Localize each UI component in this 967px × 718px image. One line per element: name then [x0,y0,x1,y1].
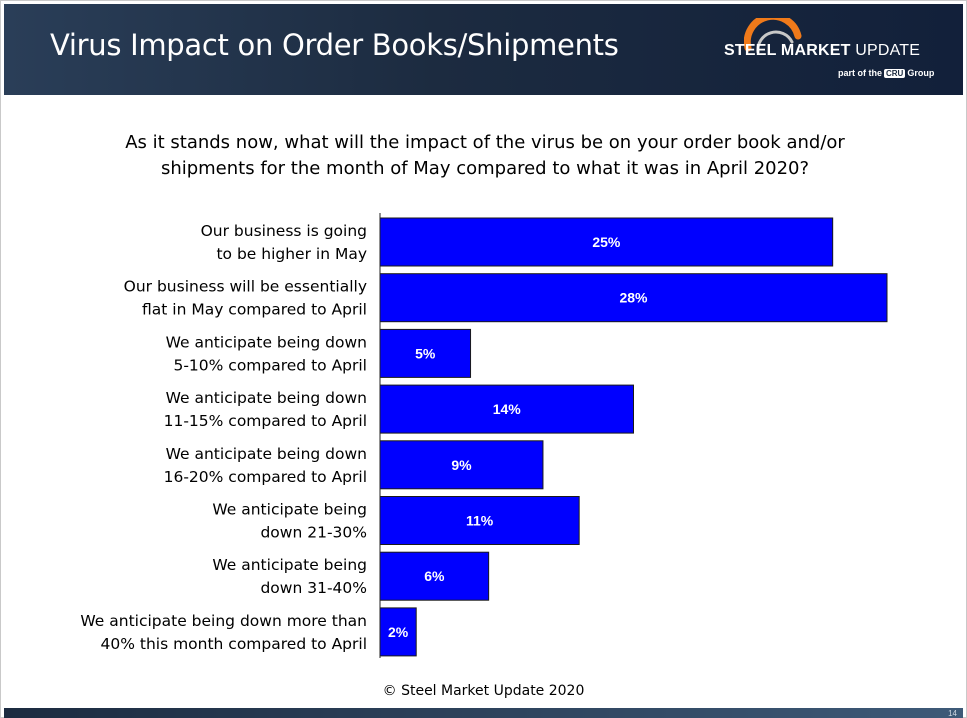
data-label-6: 11% [466,513,494,529]
bar-7 [379,551,490,601]
bar-6 [379,496,580,545]
category-label-1-line-1: Our business is going [201,222,367,240]
category-label-2-line-2: flat in May compared to April [142,301,367,319]
page-number: 14 [948,709,957,718]
category-label-5-line-1: We anticipate being down [166,445,367,463]
bottom-bar [4,708,963,718]
category-label-7-line-2: down 31-40% [260,579,367,597]
steel-market-update-logo: STEEL MARKET UPDATE part of the CRU Group [716,16,948,86]
category-label-5-line-2: 16-20% compared to April [164,468,367,486]
bar-1 [379,217,834,267]
page-title: Virus Impact on Order Books/Shipments [50,28,619,62]
category-label-4-line-1: We anticipate being down [166,389,367,407]
category-label-2-line-1: Our business will be essentially [124,278,367,296]
question-line-2: shipments for the month of May compared … [160,158,810,179]
category-label-4-line-2: 11-15% compared to April [164,412,367,430]
logo-arc-icon [744,18,802,54]
copyright-note: © Steel Market Update 2020 [382,683,585,699]
category-label-1-line-2: to be higher in May [216,245,367,263]
bar-4 [379,384,634,434]
question-line-1: As it stands now, what will the impact o… [125,132,845,153]
data-label-1: 25% [592,234,621,250]
data-label-5: 9% [451,457,472,473]
data-label-3: 5% [415,345,436,361]
category-label-6-line-1: We anticipate being [212,501,367,519]
data-label-8: 2% [388,624,409,640]
category-label-8-line-2: 40% this month compared to April [100,635,367,653]
category-label-7-line-1: We anticipate being [212,556,367,574]
category-label-8-line-1: We anticipate being down more than [80,612,367,630]
data-label-4: 14% [493,401,522,417]
category-label-3-line-1: We anticipate being down [166,333,367,351]
bar-5 [379,440,544,490]
category-label-6-line-2: down 21-30% [260,524,367,542]
logo-wordmark: STEEL MARKET UPDATE [724,42,921,59]
data-label-2: 28% [619,290,648,306]
category-label-3-line-2: 5-10% compared to April [173,356,367,374]
header-banner: Virus Impact on Order Books/Shipments ST… [4,4,963,95]
survey-question: As it stands now, what will the impact o… [40,130,930,182]
data-label-7: 6% [424,568,445,584]
logo-tagline: part of the CRU Group [838,68,935,78]
